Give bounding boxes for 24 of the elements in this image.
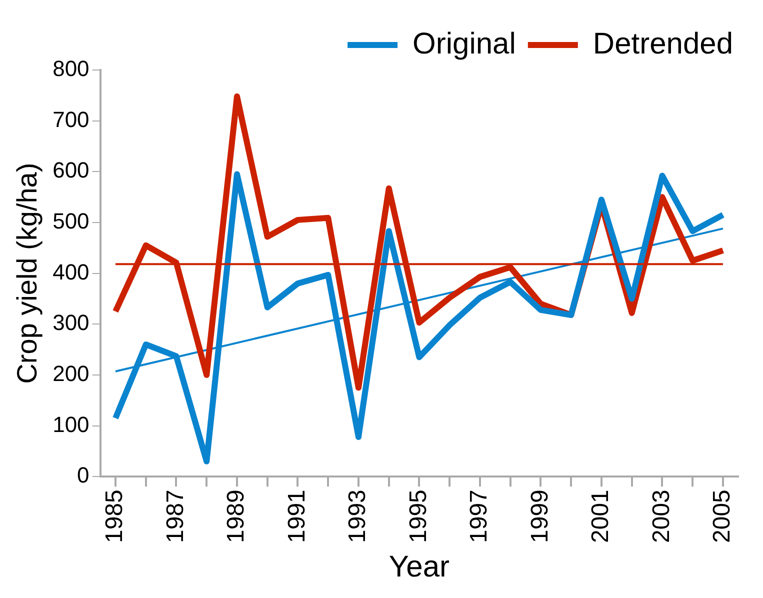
x-tick-label: 1987: [162, 490, 189, 543]
x-tick-label: 1997: [466, 490, 493, 543]
y-tick-label: 600: [52, 158, 90, 183]
y-tick-label: 800: [52, 56, 90, 82]
x-tick-label: 1993: [344, 490, 372, 543]
x-tick-label: 1995: [404, 490, 432, 543]
x-tick-label: 1999: [526, 490, 554, 543]
x-tick-label: 1991: [283, 490, 310, 543]
y-tick-label: 400: [52, 259, 90, 284]
x-tick-label: 2005: [708, 490, 736, 543]
x-tick-label: 2003: [648, 490, 675, 543]
y-tick-label: 0: [77, 462, 90, 488]
legend-label: Detrended: [592, 27, 734, 60]
x-tick-label: 1989: [222, 490, 250, 543]
y-tick-label: 100: [52, 412, 90, 437]
y-tick-label: 500: [52, 208, 90, 234]
x-tick-label: 1985: [101, 490, 128, 543]
x-tick-label: 2001: [587, 490, 614, 543]
y-tick-label: 300: [52, 310, 90, 336]
y-tick-label: 200: [52, 361, 90, 386]
x-axis-title: Year: [388, 550, 450, 584]
legend-label: Original: [412, 27, 516, 60]
y-axis-title: Crop yield (kg/ha): [12, 162, 43, 384]
y-tick-label: 700: [52, 106, 90, 132]
